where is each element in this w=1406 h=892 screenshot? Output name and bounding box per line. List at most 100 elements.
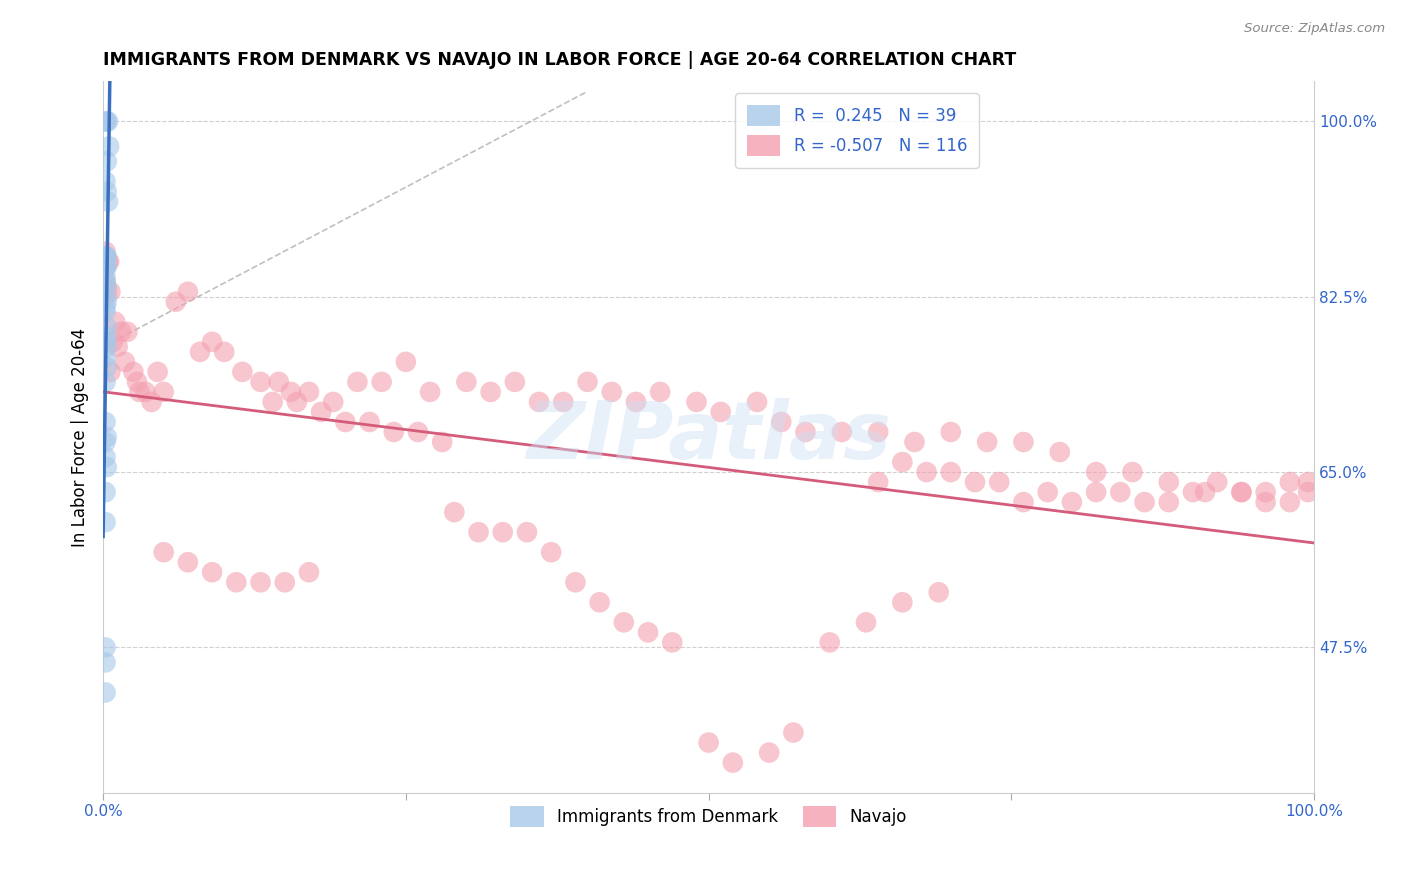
Point <box>94 305 117 319</box>
Point <box>1278 495 1301 509</box>
Point <box>96 330 118 344</box>
Point <box>479 384 502 399</box>
Point <box>94 415 117 429</box>
Point <box>637 625 659 640</box>
Point <box>322 395 344 409</box>
Point <box>96 430 118 444</box>
Point <box>613 615 636 630</box>
Point <box>96 319 118 334</box>
Point <box>685 395 707 409</box>
Point <box>94 250 117 264</box>
Point <box>309 405 332 419</box>
Point <box>100 365 122 379</box>
Point <box>697 735 720 749</box>
Point <box>128 384 150 399</box>
Point <box>225 575 247 590</box>
Point <box>661 635 683 649</box>
Point <box>96 285 118 299</box>
Point <box>721 756 744 770</box>
Point <box>1296 485 1319 500</box>
Point <box>1194 485 1216 500</box>
Point <box>1230 485 1253 500</box>
Point <box>1060 495 1083 509</box>
Point <box>94 175 117 189</box>
Point <box>249 375 271 389</box>
Point <box>94 375 117 389</box>
Point <box>492 525 515 540</box>
Point <box>868 425 890 439</box>
Point <box>939 465 962 479</box>
Point <box>1157 475 1180 489</box>
Point <box>97 114 120 128</box>
Point <box>298 566 321 580</box>
Point <box>96 460 118 475</box>
Point <box>94 244 117 259</box>
Point <box>96 260 118 274</box>
Point <box>1049 445 1071 459</box>
Point <box>134 384 156 399</box>
Point <box>152 384 174 399</box>
Point <box>94 260 117 274</box>
Point <box>868 475 890 489</box>
Point <box>94 334 117 349</box>
Point <box>794 425 817 439</box>
Point <box>516 525 538 540</box>
Point <box>117 325 139 339</box>
Point <box>94 250 117 264</box>
Point <box>101 334 124 349</box>
Point <box>96 279 118 293</box>
Point <box>419 384 441 399</box>
Point <box>855 615 877 630</box>
Point <box>249 575 271 590</box>
Point <box>1109 485 1132 500</box>
Point <box>818 635 841 649</box>
Point <box>564 575 586 590</box>
Point <box>395 355 418 369</box>
Point <box>758 746 780 760</box>
Point <box>1278 475 1301 489</box>
Point <box>177 555 200 569</box>
Point <box>94 269 117 284</box>
Point <box>976 435 998 450</box>
Point <box>346 375 368 389</box>
Point <box>335 415 357 429</box>
Point <box>104 315 127 329</box>
Point <box>928 585 950 599</box>
Point <box>1230 485 1253 500</box>
Point <box>122 365 145 379</box>
Point <box>201 566 224 580</box>
Point <box>891 455 914 469</box>
Point <box>382 425 405 439</box>
Point <box>267 375 290 389</box>
Point <box>1085 465 1108 479</box>
Point <box>177 285 200 299</box>
Point <box>94 275 117 289</box>
Point <box>1085 485 1108 500</box>
Point <box>94 685 117 699</box>
Point <box>262 395 284 409</box>
Point <box>576 375 599 389</box>
Point <box>939 425 962 439</box>
Text: Source: ZipAtlas.com: Source: ZipAtlas.com <box>1244 22 1385 36</box>
Point <box>94 114 117 128</box>
Point <box>406 425 429 439</box>
Point <box>1157 495 1180 509</box>
Point <box>146 365 169 379</box>
Point <box>891 595 914 609</box>
Point <box>624 395 647 409</box>
Text: ZIPatlas: ZIPatlas <box>526 398 891 476</box>
Point <box>96 154 118 169</box>
Point <box>96 340 118 354</box>
Point <box>1254 485 1277 500</box>
Point <box>94 435 117 450</box>
Point <box>527 395 550 409</box>
Point <box>110 325 132 339</box>
Point <box>94 640 117 655</box>
Point <box>553 395 575 409</box>
Point <box>165 294 187 309</box>
Point <box>782 725 804 739</box>
Point <box>212 344 235 359</box>
Point <box>1036 485 1059 500</box>
Point <box>98 254 121 268</box>
Point <box>96 114 118 128</box>
